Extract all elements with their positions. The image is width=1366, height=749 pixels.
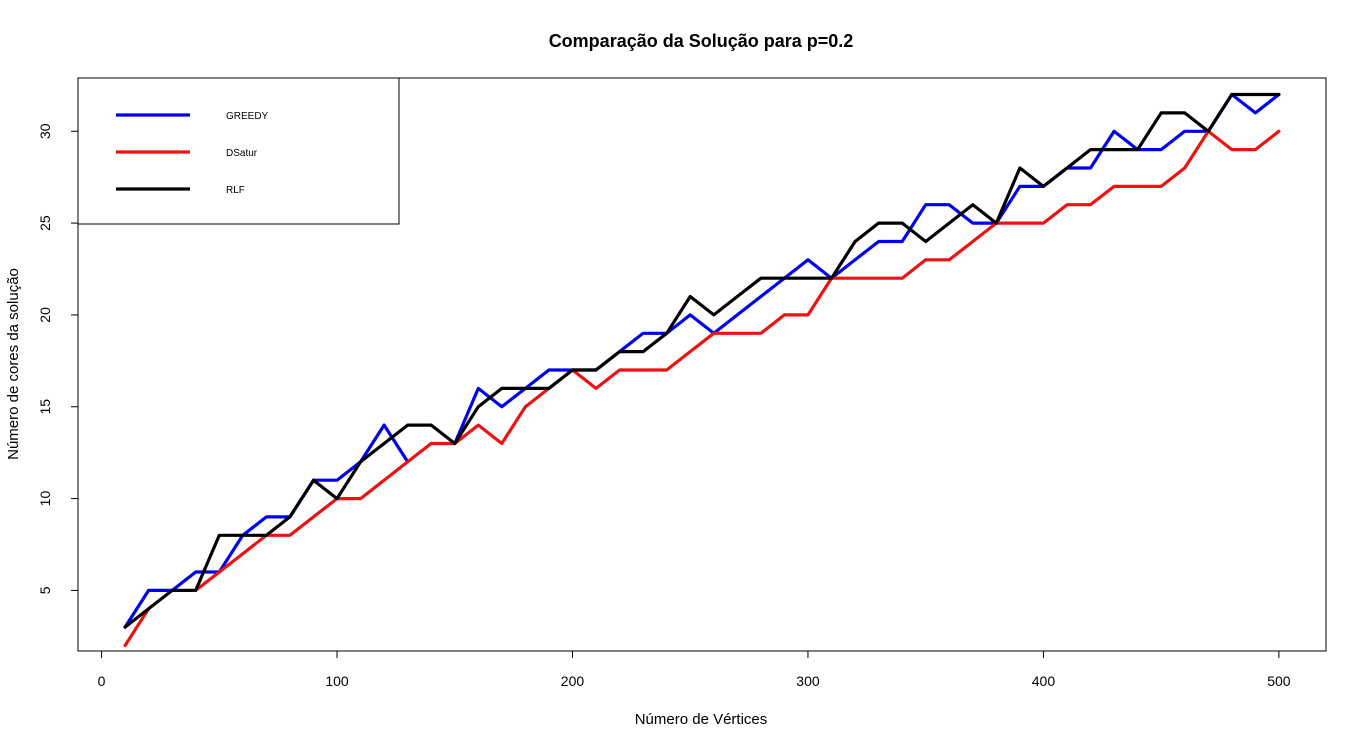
- y-axis: 5 10 15 20 25 30: [37, 123, 79, 594]
- x-axis: 0 100 200 300 400 500: [98, 650, 1291, 689]
- legend: GREEDY DSatur RLF: [77, 77, 400, 225]
- x-tick-label: 0: [98, 673, 106, 689]
- x-tick-label: 300: [796, 673, 820, 689]
- y-tick-label: 5: [37, 586, 53, 594]
- series-line-dsatur: [194, 129, 1281, 593]
- series-line-greedy: [453, 92, 1281, 446]
- legend-label-rlf: RLF: [226, 185, 245, 196]
- y-tick-label: 10: [37, 491, 53, 507]
- y-tick-label: 30: [37, 123, 53, 139]
- legend-label-dsatur: DSatur: [226, 148, 258, 159]
- x-tick-label: 100: [325, 673, 349, 689]
- legend-label-greedy: GREEDY: [226, 111, 269, 122]
- series-line-greedy: [123, 423, 410, 629]
- series-rlf: [123, 92, 1281, 629]
- y-tick-label: 15: [37, 399, 53, 415]
- x-tick-label: 200: [561, 673, 585, 689]
- series-dsatur: [123, 129, 1281, 648]
- series-line-dsatur: [123, 607, 151, 648]
- series-line-rlf: [123, 92, 1281, 629]
- y-axis-title: Número de cores da solução: [5, 268, 22, 460]
- x-tick-label: 400: [1032, 673, 1056, 689]
- x-tick-label: 500: [1267, 673, 1291, 689]
- y-tick-label: 25: [37, 215, 53, 231]
- chart-title: Comparação da Solução para p=0.2: [549, 31, 854, 51]
- x-axis-title: Número de Vértices: [635, 711, 768, 728]
- y-tick-label: 20: [37, 307, 53, 323]
- series-lines: [123, 92, 1281, 648]
